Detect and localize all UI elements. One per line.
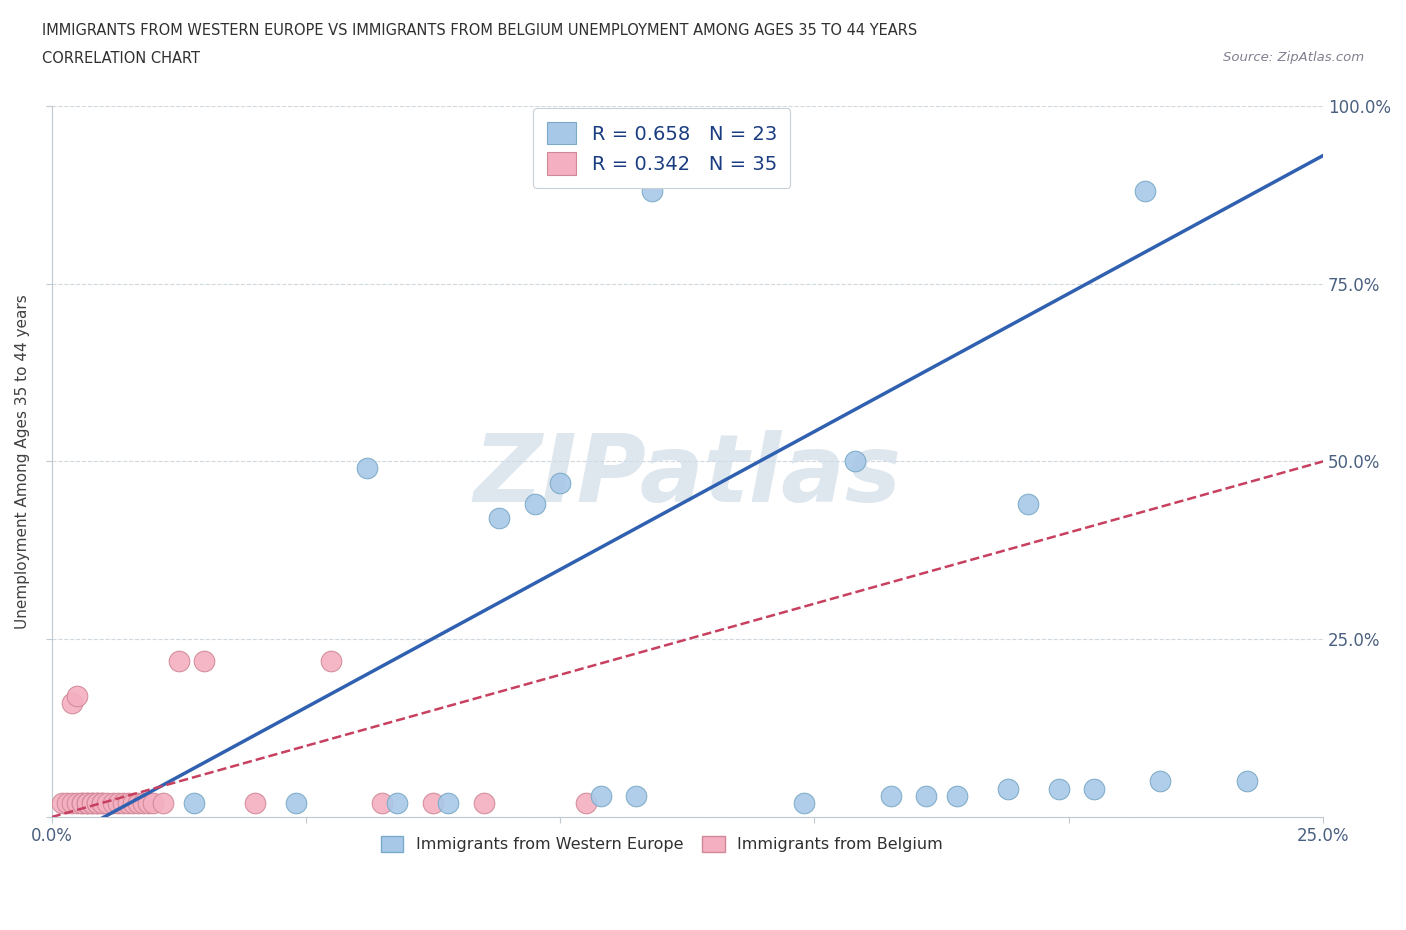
- Point: [70, 795, 93, 810]
- Text: CORRELATION CHART: CORRELATION CHART: [42, 51, 200, 66]
- Point: [76, 795, 98, 810]
- Point: [60, 696, 83, 711]
- Point: [60, 795, 83, 810]
- Point: [523, 497, 546, 512]
- Point: [76, 795, 98, 810]
- Point: [183, 795, 205, 810]
- Point: [1047, 781, 1070, 796]
- Point: [111, 795, 134, 810]
- Point: [1017, 497, 1039, 512]
- Point: [51, 795, 73, 810]
- Point: [86, 795, 108, 810]
- Y-axis label: Unemployment Among Ages 35 to 44 years: Unemployment Among Ages 35 to 44 years: [15, 294, 30, 629]
- Point: [548, 475, 571, 490]
- Point: [70, 795, 93, 810]
- Point: [82, 795, 104, 810]
- Text: IMMIGRANTS FROM WESTERN EUROPE VS IMMIGRANTS FROM BELGIUM UNEMPLOYMENT AMONG AGE: IMMIGRANTS FROM WESTERN EUROPE VS IMMIGR…: [42, 23, 918, 38]
- Point: [793, 795, 815, 810]
- Point: [356, 461, 378, 476]
- Point: [1236, 774, 1258, 789]
- Point: [122, 795, 145, 810]
- Point: [66, 795, 89, 810]
- Point: [589, 789, 612, 804]
- Point: [142, 795, 165, 810]
- Point: [472, 795, 495, 810]
- Point: [107, 795, 129, 810]
- Point: [86, 795, 108, 810]
- Point: [284, 795, 307, 810]
- Point: [422, 795, 444, 810]
- Point: [387, 795, 409, 810]
- Point: [96, 795, 118, 810]
- Point: [321, 653, 343, 668]
- Point: [167, 653, 190, 668]
- Point: [1083, 781, 1105, 796]
- Point: [626, 789, 648, 804]
- Point: [152, 795, 174, 810]
- Point: [915, 789, 938, 804]
- Point: [946, 789, 969, 804]
- Point: [127, 795, 149, 810]
- Point: [243, 795, 266, 810]
- Point: [371, 795, 394, 810]
- Point: [82, 795, 104, 810]
- Point: [437, 795, 460, 810]
- Text: Source: ZipAtlas.com: Source: ZipAtlas.com: [1223, 51, 1364, 64]
- Point: [575, 795, 598, 810]
- Point: [997, 781, 1019, 796]
- Point: [132, 795, 155, 810]
- Point: [880, 789, 903, 804]
- Text: ZIPatlas: ZIPatlas: [474, 430, 901, 522]
- Point: [117, 795, 139, 810]
- Point: [1149, 774, 1171, 789]
- Point: [488, 511, 510, 525]
- Point: [1133, 183, 1156, 198]
- Point: [193, 653, 215, 668]
- Point: [844, 454, 866, 469]
- Point: [91, 795, 114, 810]
- Point: [66, 689, 89, 704]
- Point: [91, 795, 114, 810]
- Point: [101, 795, 124, 810]
- Point: [56, 795, 79, 810]
- Point: [641, 183, 664, 198]
- Point: [136, 795, 159, 810]
- Legend: Immigrants from Western Europe, Immigrants from Belgium: Immigrants from Western Europe, Immigran…: [374, 830, 949, 859]
